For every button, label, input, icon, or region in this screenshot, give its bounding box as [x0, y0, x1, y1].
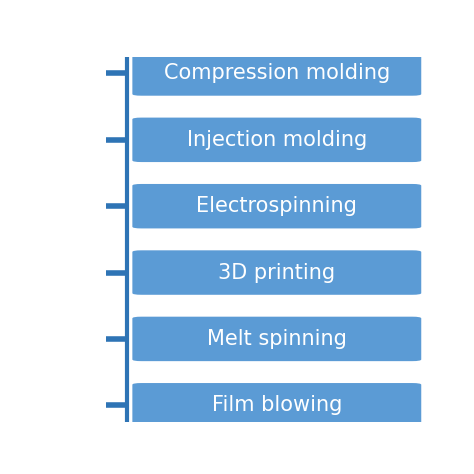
Text: Melt spinning: Melt spinning	[207, 329, 347, 349]
FancyBboxPatch shape	[132, 250, 421, 295]
FancyBboxPatch shape	[132, 317, 421, 361]
FancyBboxPatch shape	[132, 383, 421, 428]
FancyBboxPatch shape	[132, 51, 421, 96]
Text: Electrospinning: Electrospinning	[196, 196, 357, 216]
Text: Compression molding: Compression molding	[164, 64, 390, 83]
Text: Fabrication techniques of PCL: Fabrication techniques of PCL	[35, 102, 50, 372]
Text: Injection molding: Injection molding	[187, 130, 367, 150]
Text: 3D printing: 3D printing	[218, 263, 336, 283]
FancyBboxPatch shape	[132, 118, 421, 162]
FancyBboxPatch shape	[132, 184, 421, 228]
Text: Film blowing: Film blowing	[211, 395, 342, 415]
